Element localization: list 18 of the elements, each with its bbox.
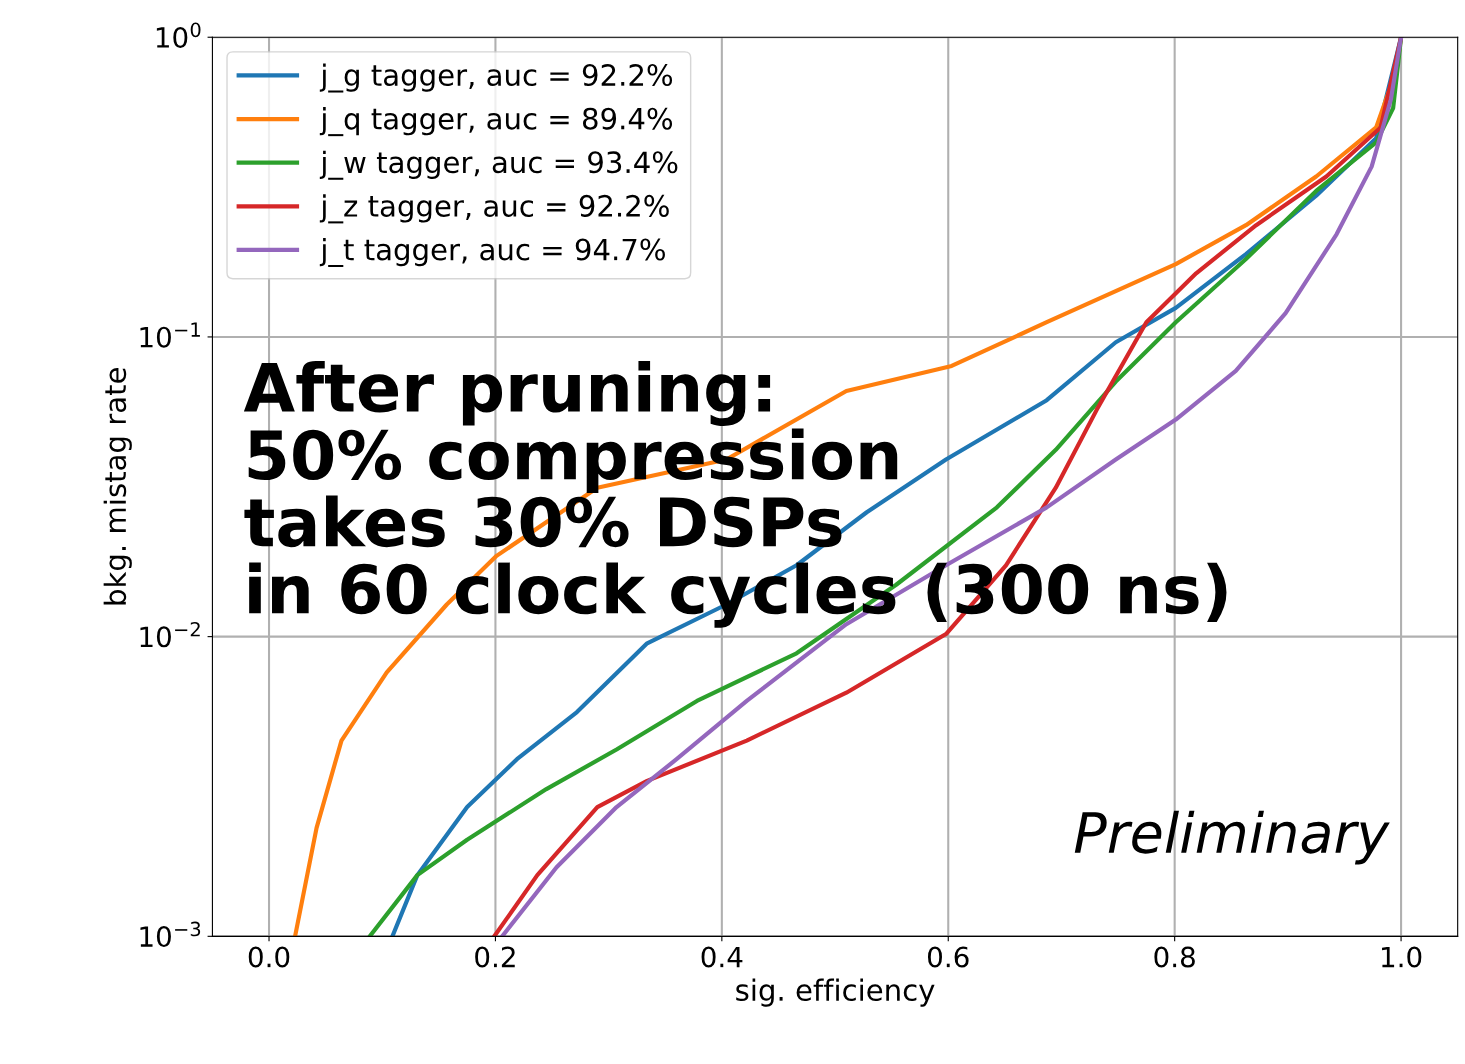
- x-tick-label: 1.0: [1382, 946, 1422, 968]
- x-tick-label: 0.0: [248, 946, 290, 968]
- x-axis-title: sig. efficiency: [736, 978, 935, 1007]
- y-tick-label: 10$^{−3}$: [140, 921, 201, 948]
- legend-label: j_z tagger, auc = 92.2%: [319, 194, 669, 224]
- y-axis-title: bkg. mistag rate: [103, 368, 132, 605]
- legend-label: j_t tagger, auc = 94.7%: [319, 237, 665, 268]
- y-tick-label: 10$^{−1}$: [140, 322, 200, 348]
- legend-label: j_q tagger, auc = 89.4%: [319, 107, 673, 137]
- x-tick-label: 0.4: [701, 946, 743, 968]
- legend-label: j_g tagger, auc = 92.2%: [319, 63, 673, 93]
- x-tick-label: 0.2: [475, 946, 515, 968]
- legend-label: j_w tagger, auc = 93.4%: [319, 150, 678, 180]
- y-tick-label: 10$^{0}$: [156, 22, 201, 48]
- y-tick-label: 10$^{−2}$: [140, 621, 200, 648]
- x-tick-label: 0.6: [928, 946, 969, 968]
- x-tick-label: 0.8: [1154, 946, 1195, 968]
- annotation: Preliminary: [1074, 810, 1390, 865]
